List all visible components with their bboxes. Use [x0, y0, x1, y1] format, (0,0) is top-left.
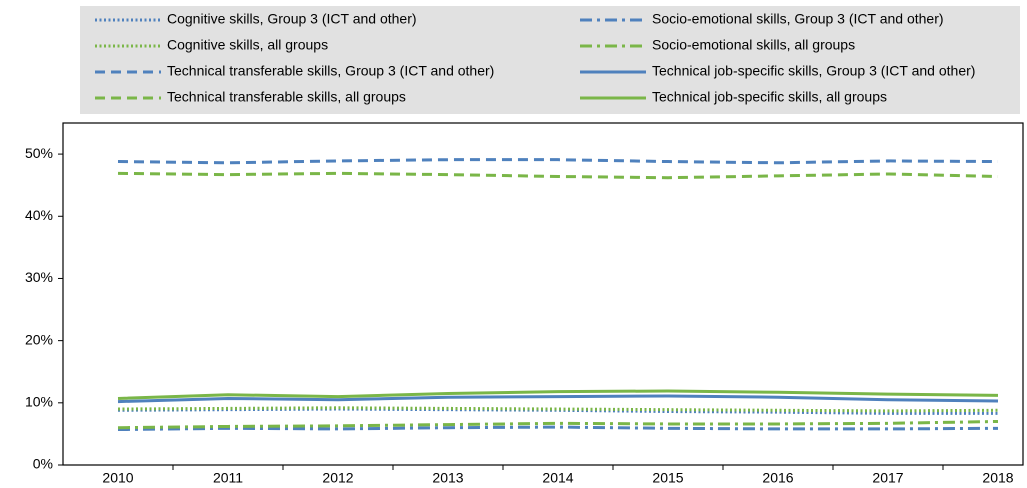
- legend-label: Cognitive skills, Group 3 (ICT and other…: [167, 11, 417, 27]
- y-tick-label: 40%: [25, 207, 53, 223]
- legend-label: Cognitive skills, all groups: [167, 37, 328, 53]
- x-tick-label: 2013: [432, 470, 463, 486]
- legend-label: Technical transferable skills, Group 3 (…: [167, 63, 494, 79]
- x-tick-label: 2012: [322, 470, 353, 486]
- series-line: [117, 171, 999, 180]
- x-tick-label: 2011: [213, 470, 243, 486]
- y-tick-label: 20%: [25, 331, 53, 347]
- x-tick-label: 2015: [652, 470, 683, 486]
- series-line: [117, 158, 999, 165]
- x-tick-label: 2017: [872, 470, 903, 486]
- y-tick-label: 0%: [33, 456, 53, 472]
- y-tick-label: 50%: [25, 145, 53, 161]
- series-line: [117, 419, 999, 430]
- x-tick-label: 2016: [762, 470, 793, 486]
- series-line: [117, 389, 999, 400]
- legend-label: Technical transferable skills, all group…: [167, 89, 406, 105]
- x-tick-label: 2014: [542, 470, 573, 486]
- series-line: [117, 425, 999, 432]
- legend-label: Technical job-specific skills, all group…: [652, 89, 887, 105]
- legend-box: [80, 6, 1020, 114]
- legend-label: Socio-emotional skills, all groups: [652, 37, 855, 53]
- series-line: [117, 394, 999, 404]
- legend-label: Technical job-specific skills, Group 3 (…: [652, 63, 975, 79]
- y-tick-label: 30%: [25, 269, 53, 285]
- y-tick-label: 10%: [25, 394, 53, 410]
- x-tick-label: 2018: [982, 470, 1013, 486]
- x-tick-label: 2010: [102, 470, 133, 486]
- legend-label: Socio-emotional skills, Group 3 (ICT and…: [652, 11, 944, 27]
